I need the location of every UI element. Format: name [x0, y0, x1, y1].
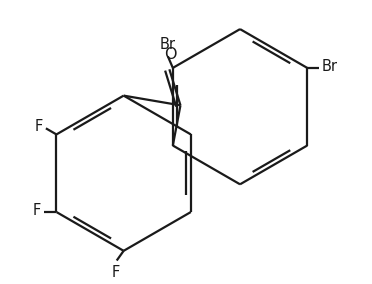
Text: Br: Br: [322, 59, 338, 74]
Text: O: O: [164, 47, 177, 62]
Text: F: F: [35, 119, 43, 133]
Text: F: F: [33, 203, 41, 218]
Text: Br: Br: [159, 37, 175, 52]
Text: F: F: [112, 265, 120, 280]
